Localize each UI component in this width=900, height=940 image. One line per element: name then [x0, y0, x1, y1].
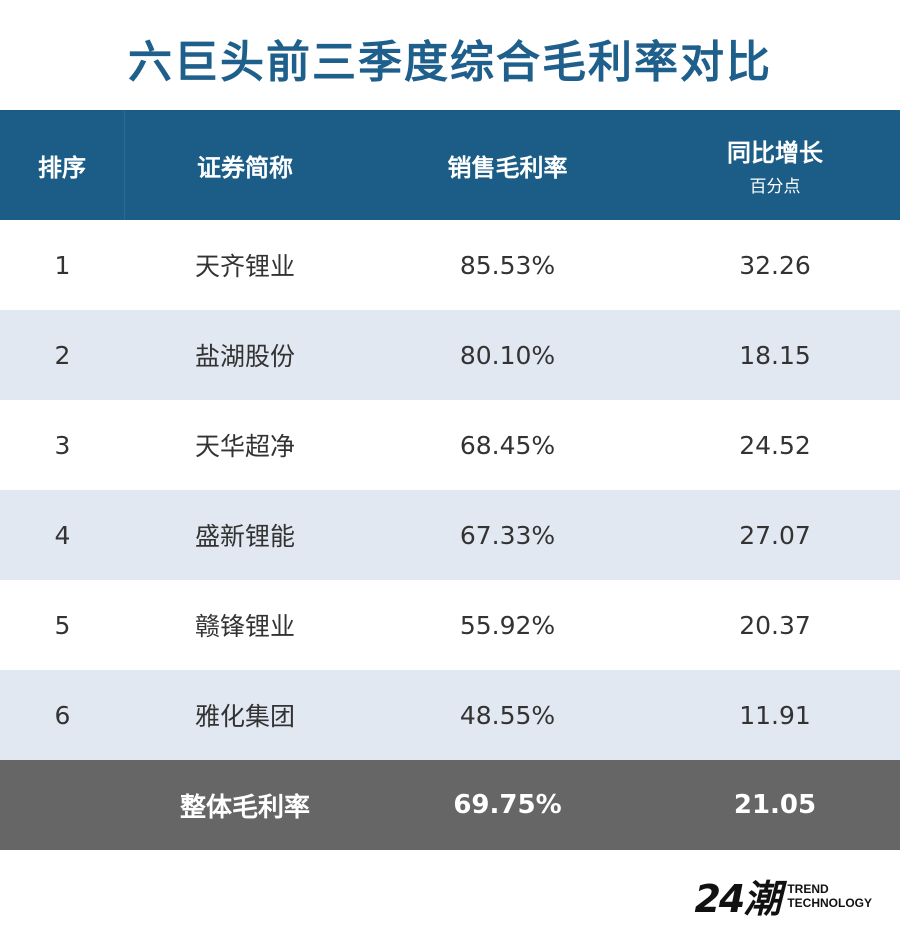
table-body: 1 天齐锂业 85.53% 32.26 2 盐湖股份 80.10% 18.15 3 天华超净 68.… [0, 220, 900, 760]
table-row: 3 天华超净 68.45% 24.52 [0, 400, 900, 490]
rank-cell: 6 [54, 700, 71, 730]
col-header-growth-label: 同比增长 [727, 139, 823, 167]
margin-cell: 85.53% [459, 250, 556, 280]
growth-cell: 18.15 [739, 340, 811, 370]
table-row: 6 雅化集团 48.55% 11.91 [0, 670, 900, 760]
logo-mark: 24潮 [694, 877, 781, 921]
margin-table: 排序 证券简称 销售毛利率 同比增长 百分点 1 天齐锂业 85.53% 32.26 2… [0, 110, 900, 850]
table-row: 2 盐湖股份 80.10% 18.15 [0, 310, 900, 400]
rank-cell: 1 [54, 250, 71, 280]
margin-cell: 67.33% [459, 520, 556, 550]
rank-cell: 5 [54, 610, 71, 640]
growth-cell: 11.91 [739, 700, 811, 730]
table-row: 1 天齐锂业 85.53% 32.26 [0, 220, 900, 310]
name-cell: 盐湖股份 [194, 342, 295, 371]
total-growth: 21.05 [733, 790, 817, 820]
name-cell: 雅化集团 [194, 702, 295, 731]
col-header-name: 证券简称 [197, 153, 293, 182]
logo-line-2: TECHNOLOGY [787, 895, 872, 910]
growth-cell: 20.37 [739, 610, 811, 640]
table-header: 排序 证券简称 销售毛利率 同比增长 百分点 [0, 110, 900, 220]
name-cell: 天华超净 [194, 432, 295, 461]
table-row: 4 盛新锂能 67.33% 27.07 [0, 490, 900, 580]
page-title: 六巨头前三季度综合毛利率对比 [128, 37, 772, 88]
table-row: 5 赣锋锂业 55.92% 20.37 [0, 580, 900, 670]
col-header-growth-unit: 百分点 [749, 177, 801, 197]
col-header-rank: 排序 [0, 110, 125, 220]
margin-cell: 48.55% [459, 700, 556, 730]
growth-cell: 32.26 [739, 250, 811, 280]
name-cell: 天齐锂业 [194, 252, 295, 281]
margin-cell: 55.92% [459, 610, 556, 640]
total-margin: 69.75% [453, 790, 562, 820]
rank-cell: 2 [54, 340, 71, 370]
name-cell: 盛新锂能 [194, 522, 295, 551]
logo-line-1: TREND [787, 881, 829, 896]
col-header-growth: 同比增长 百分点 [650, 133, 900, 197]
logo-text: TREND TECHNOLOGY [787, 882, 872, 910]
col-header-margin: 销售毛利率 [447, 153, 568, 182]
growth-cell: 27.07 [739, 520, 811, 550]
total-row: 整体毛利率 69.75% 21.05 [0, 760, 900, 850]
name-cell: 赣锋锂业 [194, 612, 295, 641]
rank-cell: 4 [54, 520, 71, 550]
growth-cell: 24.52 [739, 430, 811, 460]
margin-cell: 68.45% [459, 430, 556, 460]
total-label: 整体毛利率 [179, 792, 310, 823]
margin-cell: 80.10% [459, 340, 556, 370]
brand-logo: 24潮 TREND TECHNOLOGY [694, 868, 872, 923]
rank-cell: 3 [54, 430, 71, 460]
